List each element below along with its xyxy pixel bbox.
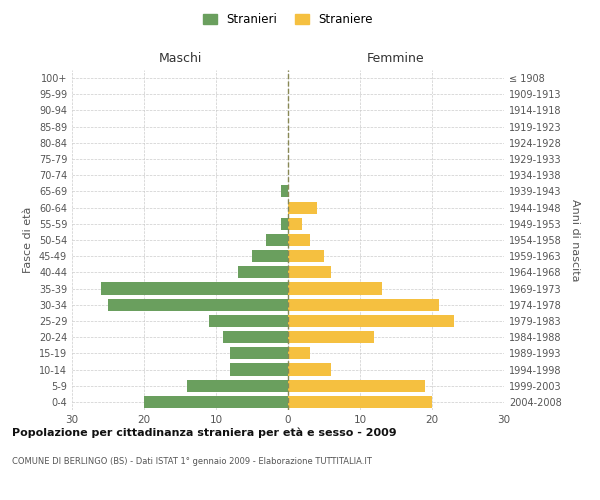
Bar <box>288 380 425 392</box>
Bar <box>238 266 288 278</box>
Bar <box>288 348 310 360</box>
Bar <box>288 298 439 311</box>
Bar <box>288 266 331 278</box>
Y-axis label: Anni di nascita: Anni di nascita <box>570 198 580 281</box>
Bar <box>108 298 288 311</box>
Bar <box>230 364 288 376</box>
Text: Femmine: Femmine <box>367 52 425 65</box>
Bar <box>144 396 288 408</box>
Bar <box>101 282 288 294</box>
Legend: Stranieri, Straniere: Stranieri, Straniere <box>198 8 378 31</box>
Bar <box>187 380 288 392</box>
Bar <box>288 250 324 262</box>
Bar <box>288 218 302 230</box>
Bar <box>281 218 288 230</box>
Text: COMUNE DI BERLINGO (BS) - Dati ISTAT 1° gennaio 2009 - Elaborazione TUTTITALIA.I: COMUNE DI BERLINGO (BS) - Dati ISTAT 1° … <box>12 458 372 466</box>
Bar <box>288 234 310 246</box>
Bar <box>209 315 288 327</box>
Bar <box>288 331 374 343</box>
Bar <box>223 331 288 343</box>
Bar <box>288 315 454 327</box>
Text: Popolazione per cittadinanza straniera per età e sesso - 2009: Popolazione per cittadinanza straniera p… <box>12 428 397 438</box>
Bar <box>288 396 432 408</box>
Bar <box>230 348 288 360</box>
Bar <box>252 250 288 262</box>
Y-axis label: Fasce di età: Fasce di età <box>23 207 33 273</box>
Bar <box>281 186 288 198</box>
Bar <box>266 234 288 246</box>
Bar <box>288 282 382 294</box>
Text: Maschi: Maschi <box>158 52 202 65</box>
Bar <box>288 202 317 213</box>
Bar <box>288 364 331 376</box>
